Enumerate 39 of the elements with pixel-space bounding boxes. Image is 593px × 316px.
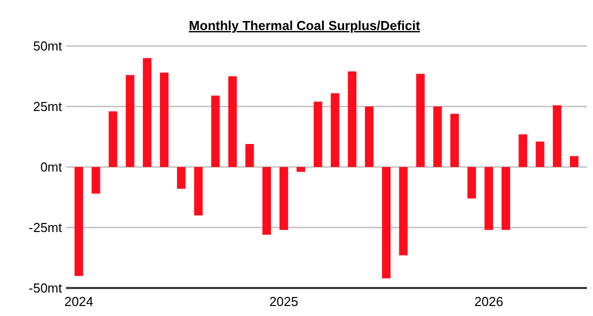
bar <box>194 167 203 216</box>
y-tick-label: 25mt <box>33 99 62 114</box>
bar <box>536 142 544 167</box>
bar <box>552 105 562 167</box>
bar <box>108 111 118 167</box>
bar <box>502 167 510 230</box>
y-tick-label: -50mt <box>28 280 62 296</box>
bar <box>348 71 356 167</box>
y-tick-label: -25mt <box>28 220 62 236</box>
chart-title: Monthly Thermal Coal Surplus/Deficit <box>188 18 421 33</box>
bar <box>416 74 425 167</box>
bar <box>484 167 494 230</box>
bar <box>177 167 186 189</box>
y-tick-label: 0mt <box>40 160 62 175</box>
bar <box>382 167 391 278</box>
x-tick-label: 2026 <box>474 294 504 309</box>
bar <box>142 58 152 167</box>
bar <box>399 167 408 256</box>
bar <box>467 167 476 198</box>
x-tick-label: 2024 <box>64 294 94 309</box>
bar <box>518 134 528 167</box>
bar <box>433 106 442 167</box>
bar <box>211 96 220 167</box>
bar <box>314 102 322 167</box>
bar <box>296 167 306 172</box>
y-tick-label: 50mt <box>33 38 62 54</box>
bar <box>330 93 340 167</box>
bar <box>160 72 168 167</box>
bar <box>364 106 374 167</box>
bar <box>228 76 237 167</box>
bar <box>126 75 134 167</box>
bar <box>570 156 578 167</box>
bar <box>262 167 271 235</box>
bar <box>92 167 100 194</box>
bar <box>280 167 288 230</box>
bar <box>450 114 459 167</box>
bar <box>74 167 84 276</box>
bar <box>245 144 254 167</box>
x-tick-label: 2025 <box>269 294 298 309</box>
